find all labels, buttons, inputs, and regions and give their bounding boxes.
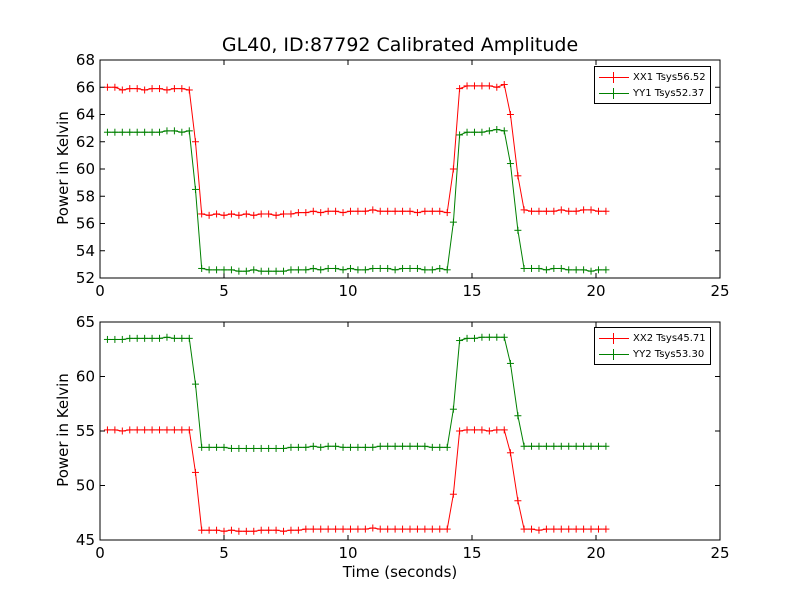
- top-y-tick-label: 64: [76, 106, 95, 124]
- top-y-tick-label: 54: [76, 242, 95, 260]
- bottom-y-tick-label: 45: [76, 531, 95, 549]
- top-y-tick-label: 60: [76, 160, 95, 178]
- bottom-y-tick-label: 65: [76, 313, 95, 331]
- legend-entry-yy1: YY1 Tsys52.37: [599, 85, 706, 101]
- bottom-y-tick-label: 60: [76, 368, 95, 386]
- bottom-legend: XX2 Tsys45.71 YY2 Tsys53.30: [594, 327, 711, 365]
- legend-label-yy2: YY2 Tsys53.30: [633, 348, 705, 360]
- top-y-tick-label: 62: [76, 133, 95, 151]
- legend-swatch-yy1: [599, 87, 629, 99]
- legend-swatch-xx1: [599, 71, 629, 83]
- bottom-x-tick-label: 5: [219, 544, 229, 562]
- top-x-tick-label: 0: [95, 282, 105, 300]
- top-legend: XX1 Tsys56.52 YY1 Tsys52.37: [594, 66, 711, 104]
- bottom-y-tick-label: 50: [76, 477, 95, 495]
- top-x-tick-label: 10: [338, 282, 357, 300]
- legend-swatch-xx2: [599, 332, 629, 344]
- top-y-tick-label: 66: [76, 78, 95, 96]
- legend-label-yy1: YY1 Tsys52.37: [633, 87, 705, 99]
- top-x-tick-label: 25: [710, 282, 729, 300]
- top-y-tick-label: 52: [76, 269, 95, 287]
- legend-label-xx2: XX2 Tsys45.71: [633, 332, 706, 344]
- bottom-x-tick-label: 15: [462, 544, 481, 562]
- legend-entry-yy2: YY2 Tsys53.30: [599, 346, 706, 362]
- legend-label-xx1: XX1 Tsys56.52: [633, 71, 706, 83]
- top-y-tick-label: 56: [76, 215, 95, 233]
- bottom-x-tick-label: 20: [586, 544, 605, 562]
- bottom-x-tick-label: 10: [338, 544, 357, 562]
- bottom-x-tick-label: 25: [710, 544, 729, 562]
- top-y-tick-label: 68: [76, 51, 95, 69]
- x-axis-label: Time (seconds): [342, 563, 458, 581]
- chart-title: GL40, ID:87792 Calibrated Amplitude: [221, 34, 579, 56]
- top-y-tick-label: 58: [76, 187, 95, 205]
- top-x-tick-label: 15: [462, 282, 481, 300]
- legend-entry-xx1: XX1 Tsys56.52: [599, 69, 706, 85]
- legend-swatch-yy2: [599, 348, 629, 360]
- bottom-y-axis-label: Power in Kelvin: [54, 373, 72, 487]
- top-y-axis-label: Power in Kelvin: [54, 111, 72, 225]
- top-x-tick-label: 5: [219, 282, 229, 300]
- top-x-tick-label: 20: [586, 282, 605, 300]
- bottom-x-tick-label: 0: [95, 544, 105, 562]
- legend-entry-xx2: XX2 Tsys45.71: [599, 330, 706, 346]
- bottom-y-tick-label: 55: [76, 422, 95, 440]
